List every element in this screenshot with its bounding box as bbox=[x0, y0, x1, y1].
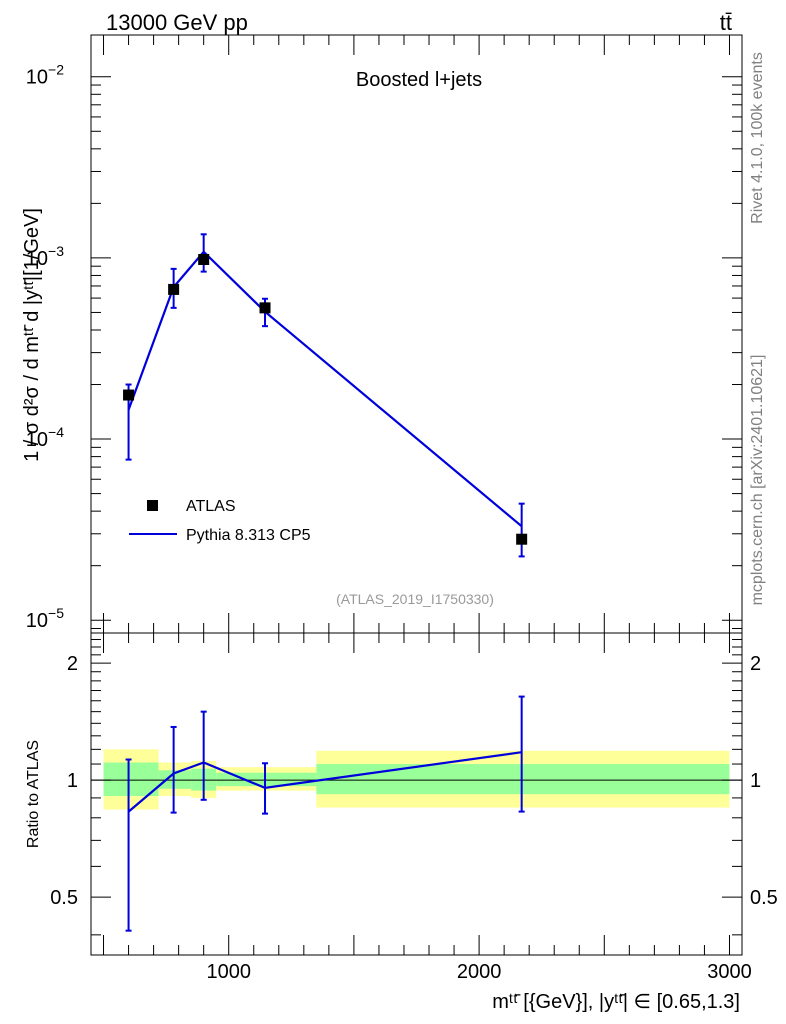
uncertainty-band-inner bbox=[216, 772, 317, 787]
analysis-reference: (ATLAS_2019_I1750330) bbox=[336, 591, 494, 607]
x-tick-label: 1000 bbox=[206, 961, 251, 983]
x-tick-label: 3000 bbox=[707, 961, 752, 983]
x-axis-label: mᵗᵗ̄ [{GeV}], |yᵗᵗ̄| ∈ [0.65,1.3] bbox=[492, 991, 740, 1013]
header-final-state-label: tt̄ bbox=[720, 10, 732, 35]
main-y-tick-label-base: 10 bbox=[26, 248, 48, 270]
ratio-y-tick-label-right: 0.5 bbox=[750, 887, 778, 909]
x-tick-label: 2000 bbox=[457, 961, 502, 983]
main-y-tick-label-base: 10 bbox=[26, 610, 48, 632]
uncertainty-band-inner bbox=[103, 762, 159, 797]
main-y-tick-label-exponent: −5 bbox=[48, 605, 64, 621]
main-y-tick-label: 10−5 bbox=[26, 605, 64, 632]
main-panel: Boosted l+jets (ATLAS_2019_I1750330) 1 /… bbox=[21, 34, 743, 634]
uncertainty-band-inner bbox=[158, 770, 192, 789]
legend-label-atlas: ATLAS bbox=[186, 498, 236, 515]
uncertainty-band-inner bbox=[316, 764, 730, 795]
main-y-tick-label: 10−2 bbox=[26, 62, 64, 89]
main-y-tick-label-exponent: −3 bbox=[48, 243, 64, 259]
ratio-panel-frame bbox=[90, 632, 743, 956]
main-y-tick-label-exponent: −4 bbox=[48, 424, 64, 440]
ratio-plot-area bbox=[91, 695, 742, 932]
ratio-panel: Ratio to ATLAS mᵗᵗ̄ [{GeV}], |yᵗᵗ̄| ∈ [0… bbox=[25, 632, 778, 1013]
ratio-y-tick-label-right: 2 bbox=[750, 653, 761, 675]
main-y-tick-label-base: 10 bbox=[26, 429, 48, 451]
main-y-tick-label: 10−4 bbox=[26, 424, 64, 451]
ratio-y-tick-label-right: 1 bbox=[750, 770, 761, 792]
main-plot-area bbox=[123, 233, 528, 558]
header-process-label: 13000 GeV pp bbox=[106, 10, 248, 35]
main-axis-ticks: 10−210−310−410−5 bbox=[26, 35, 742, 633]
ratio-y-tick-label-left: 2 bbox=[67, 653, 78, 675]
rivet-version-label: Rivet 4.1.0, 100k events bbox=[749, 52, 766, 224]
ratio-y-tick-label-left: 0.5 bbox=[50, 887, 78, 909]
mcplots-label: mcplots.cern.ch [arXiv:2401.10621] bbox=[749, 355, 766, 606]
atlas-data-point bbox=[123, 389, 135, 401]
ratio-axis-ticks: 0.5 0.5 1 1 2 2 1000 2000 3000 bbox=[50, 633, 778, 983]
atlas-data-point bbox=[516, 533, 528, 545]
main-y-axis-label: 1 / σ d²σ / d mᵗᵗ̄ d |yᵗᵗ̄|[1/GeV] bbox=[21, 208, 43, 462]
ratio-y-tick-label-left: 1 bbox=[67, 770, 78, 792]
main-y-tick-label-exponent: −2 bbox=[48, 62, 64, 78]
main-title: Boosted l+jets bbox=[356, 69, 482, 91]
legend: ATLAS Pythia 8.313 CP5 bbox=[129, 498, 311, 544]
main-y-tick-label: 10−3 bbox=[26, 243, 64, 270]
atlas-data-point bbox=[168, 283, 180, 295]
main-y-tick-label-base: 10 bbox=[26, 67, 48, 89]
legend-label-pythia: Pythia 8.313 CP5 bbox=[186, 527, 311, 544]
atlas-data-point bbox=[259, 302, 271, 314]
ratio-y-axis-label: Ratio to ATLAS bbox=[25, 740, 42, 848]
atlas-data-point bbox=[198, 253, 210, 265]
legend-marker-atlas bbox=[147, 500, 158, 511]
pythia-line bbox=[127, 250, 523, 528]
